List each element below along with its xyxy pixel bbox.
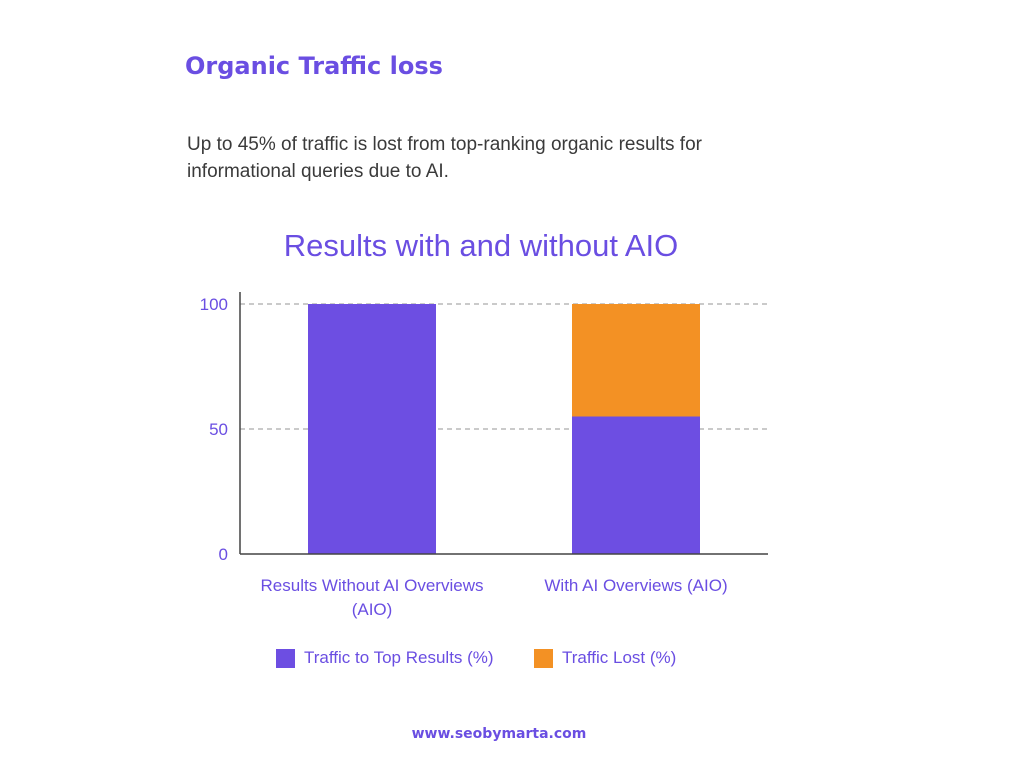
legend-item: Traffic Lost (%)	[534, 648, 676, 668]
chart-title: Results with and without AIO	[0, 228, 962, 264]
y-tick-label: 100	[200, 295, 228, 314]
page-heading: Organic Traffic loss	[185, 52, 443, 80]
legend-label: Traffic Lost (%)	[562, 648, 677, 667]
chart-legend: Traffic to Top Results (%) Traffic Lost (…	[0, 648, 1024, 672]
y-tick-label: 0	[219, 545, 228, 564]
x-tick-label: With AI Overviews (AIO)	[544, 576, 727, 595]
bar-segment	[308, 304, 436, 554]
legend-swatch	[276, 648, 295, 668]
legend-swatch	[534, 648, 553, 668]
y-tick-label: 50	[209, 420, 228, 439]
chart-title-text: Results with and without AIO	[283, 228, 679, 263]
x-tick-label: Results Without AI Overviews (AIO)	[261, 576, 484, 619]
legend-item: Traffic to Top Results (%)	[276, 648, 494, 668]
footer-url: www.seobymarta.com	[411, 726, 587, 742]
bar-segment	[572, 416, 700, 554]
legend-label: Traffic to Top Results (%)	[304, 648, 494, 667]
bar-segment	[572, 304, 700, 417]
intro-text: Up to 45% of traffic is lost from top-ra…	[187, 134, 702, 182]
